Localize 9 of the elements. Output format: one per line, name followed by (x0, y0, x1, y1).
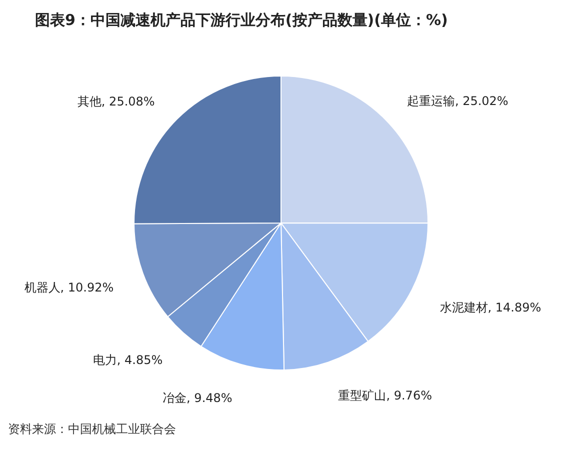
slice-label: 水泥建材, 14.89% (440, 300, 542, 314)
slice-label: 重型矿山, 9.76% (338, 388, 432, 403)
slice-label: 起重运输, 25.02% (406, 94, 508, 108)
slice-label: 电力, 4.85% (92, 352, 163, 367)
chart-title: 图表9：中国减速机产品下游行业分布(按产品数量)(单位：%) (35, 11, 448, 29)
text: 资料来源：中国机械工业联合会 (8, 422, 176, 436)
slice-label: 机器人, 10.92% (24, 280, 114, 295)
slice-label: 其他, 25.08% (77, 94, 155, 108)
slice-label: 冶金, 9.48% (162, 391, 232, 406)
